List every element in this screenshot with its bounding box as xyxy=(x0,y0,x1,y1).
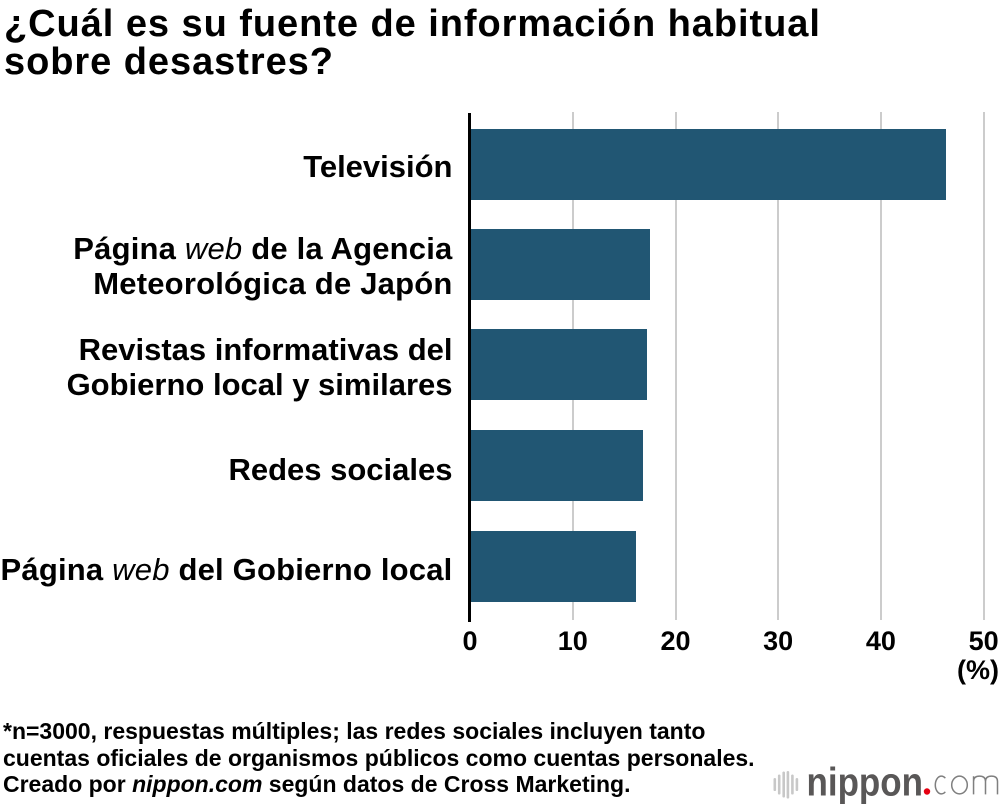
svg-text:nippon: nippon xyxy=(807,761,924,805)
